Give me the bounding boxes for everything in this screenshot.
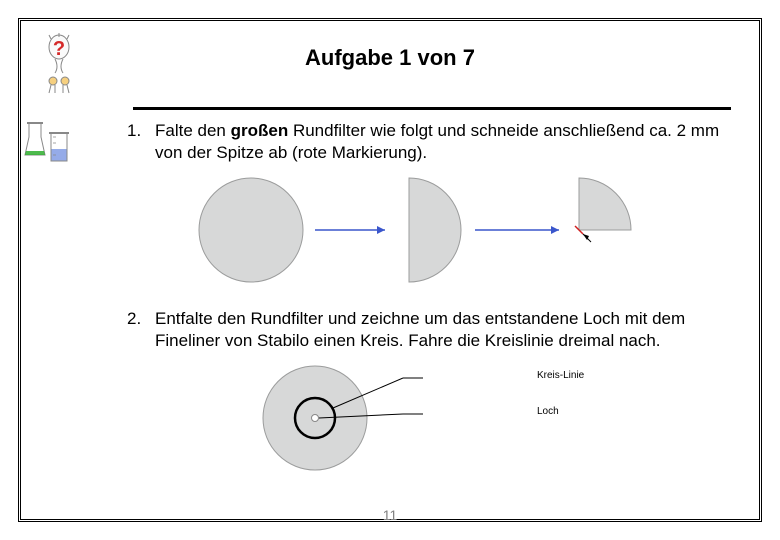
step-text: Entfalte den Rundfilter und zeichne um d… — [155, 308, 737, 352]
beaker-icon — [23, 117, 73, 172]
text-pre: Falte den — [155, 121, 231, 140]
question-icon: ? — [37, 33, 81, 102]
figure-folding — [187, 174, 737, 292]
page-frame: ? Aufgabe 1 von 7 1. Falte den großen Ru… — [18, 18, 762, 522]
content: 1. Falte den großen Rundfilter wie folgt… — [127, 120, 737, 474]
step-number: 2. — [127, 308, 155, 352]
list-item: 1. Falte den großen Rundfilter wie folgt… — [127, 120, 737, 164]
title-divider — [133, 107, 731, 110]
page-number: 11 — [21, 507, 759, 523]
page-title: Aufgabe 1 von 7 — [43, 39, 737, 71]
label-kreislinie: Kreis-Linie — [537, 370, 584, 381]
header: ? Aufgabe 1 von 7 — [43, 39, 737, 99]
list-item: 2. Entfalte den Rundfilter und zeichne u… — [127, 308, 737, 352]
text-pre: Entfalte den Rundfilter und zeichne um d… — [155, 309, 685, 350]
step-text: Falte den großen Rundfilter wie folgt un… — [155, 120, 737, 164]
svg-text:?: ? — [53, 38, 65, 60]
label-loch: Loch — [537, 406, 559, 417]
figure-circle-hole: Kreis-Linie Loch — [237, 362, 737, 474]
step-number: 1. — [127, 120, 155, 164]
text-bold: großen — [231, 121, 289, 140]
